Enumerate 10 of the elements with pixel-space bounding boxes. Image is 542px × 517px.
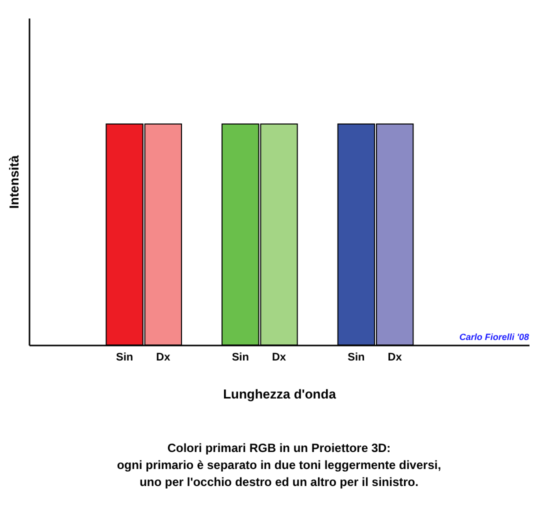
text: Colori primari RGB in un Proiettore 3D: ogni primario è separato in due toni leggermente diversi, uno per l'occhio destro ed un altro per il sinistro. <box>116 441 442 489</box>
x-tick-label: Dx <box>156 352 172 364</box>
x-tick-label: Dx <box>388 352 403 364</box>
x-tick-label: Sin <box>348 352 366 364</box>
y-axis-title: Intensità <box>6 154 22 209</box>
x-tick-label: Dx <box>272 352 287 364</box>
x-tick-label: Sin <box>116 352 134 364</box>
x-axis-title: Lunghezza d'onda <box>223 386 337 402</box>
annotation: Carlo Fiorelli '08 <box>459 332 529 342</box>
x-tick-label: Sin <box>232 352 250 364</box>
